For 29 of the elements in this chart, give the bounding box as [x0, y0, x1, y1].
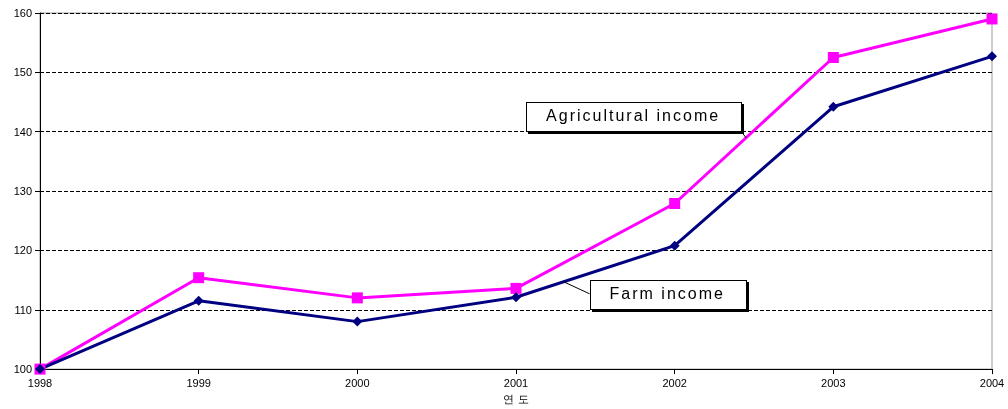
- x-tick-label: 2001: [503, 376, 529, 389]
- y-tick-label: 120: [13, 244, 32, 257]
- point: [987, 51, 997, 62]
- y-tick-label: 150: [13, 66, 32, 79]
- point: [193, 295, 204, 306]
- point: [510, 282, 522, 294]
- point: [986, 13, 998, 25]
- x-tick-label: 2003: [821, 376, 846, 389]
- y-tick-label: 160: [13, 7, 32, 19]
- x-tick-label: 2002: [662, 376, 687, 389]
- point: [828, 101, 839, 112]
- y-tick-label: 130: [13, 185, 32, 198]
- y-tick-label: 140: [13, 125, 32, 138]
- point: [511, 292, 521, 303]
- x-axis-title: 연 도: [503, 392, 529, 405]
- series-label: Farm income: [609, 283, 725, 304]
- point: [827, 52, 839, 64]
- y-tick-label: 110: [14, 303, 32, 316]
- point: [669, 198, 681, 210]
- x-tick-label: 1999: [186, 376, 211, 389]
- point: [351, 292, 363, 304]
- series-label: Agricultural income: [546, 105, 721, 126]
- point: [669, 240, 680, 251]
- point: [352, 316, 363, 327]
- point: [193, 272, 205, 284]
- y-tick-label: 100: [13, 363, 32, 376]
- x-tick-label: 2004: [979, 376, 1005, 389]
- x-tick-label: 2000: [345, 376, 370, 389]
- x-tick-label: 1998: [27, 376, 53, 389]
